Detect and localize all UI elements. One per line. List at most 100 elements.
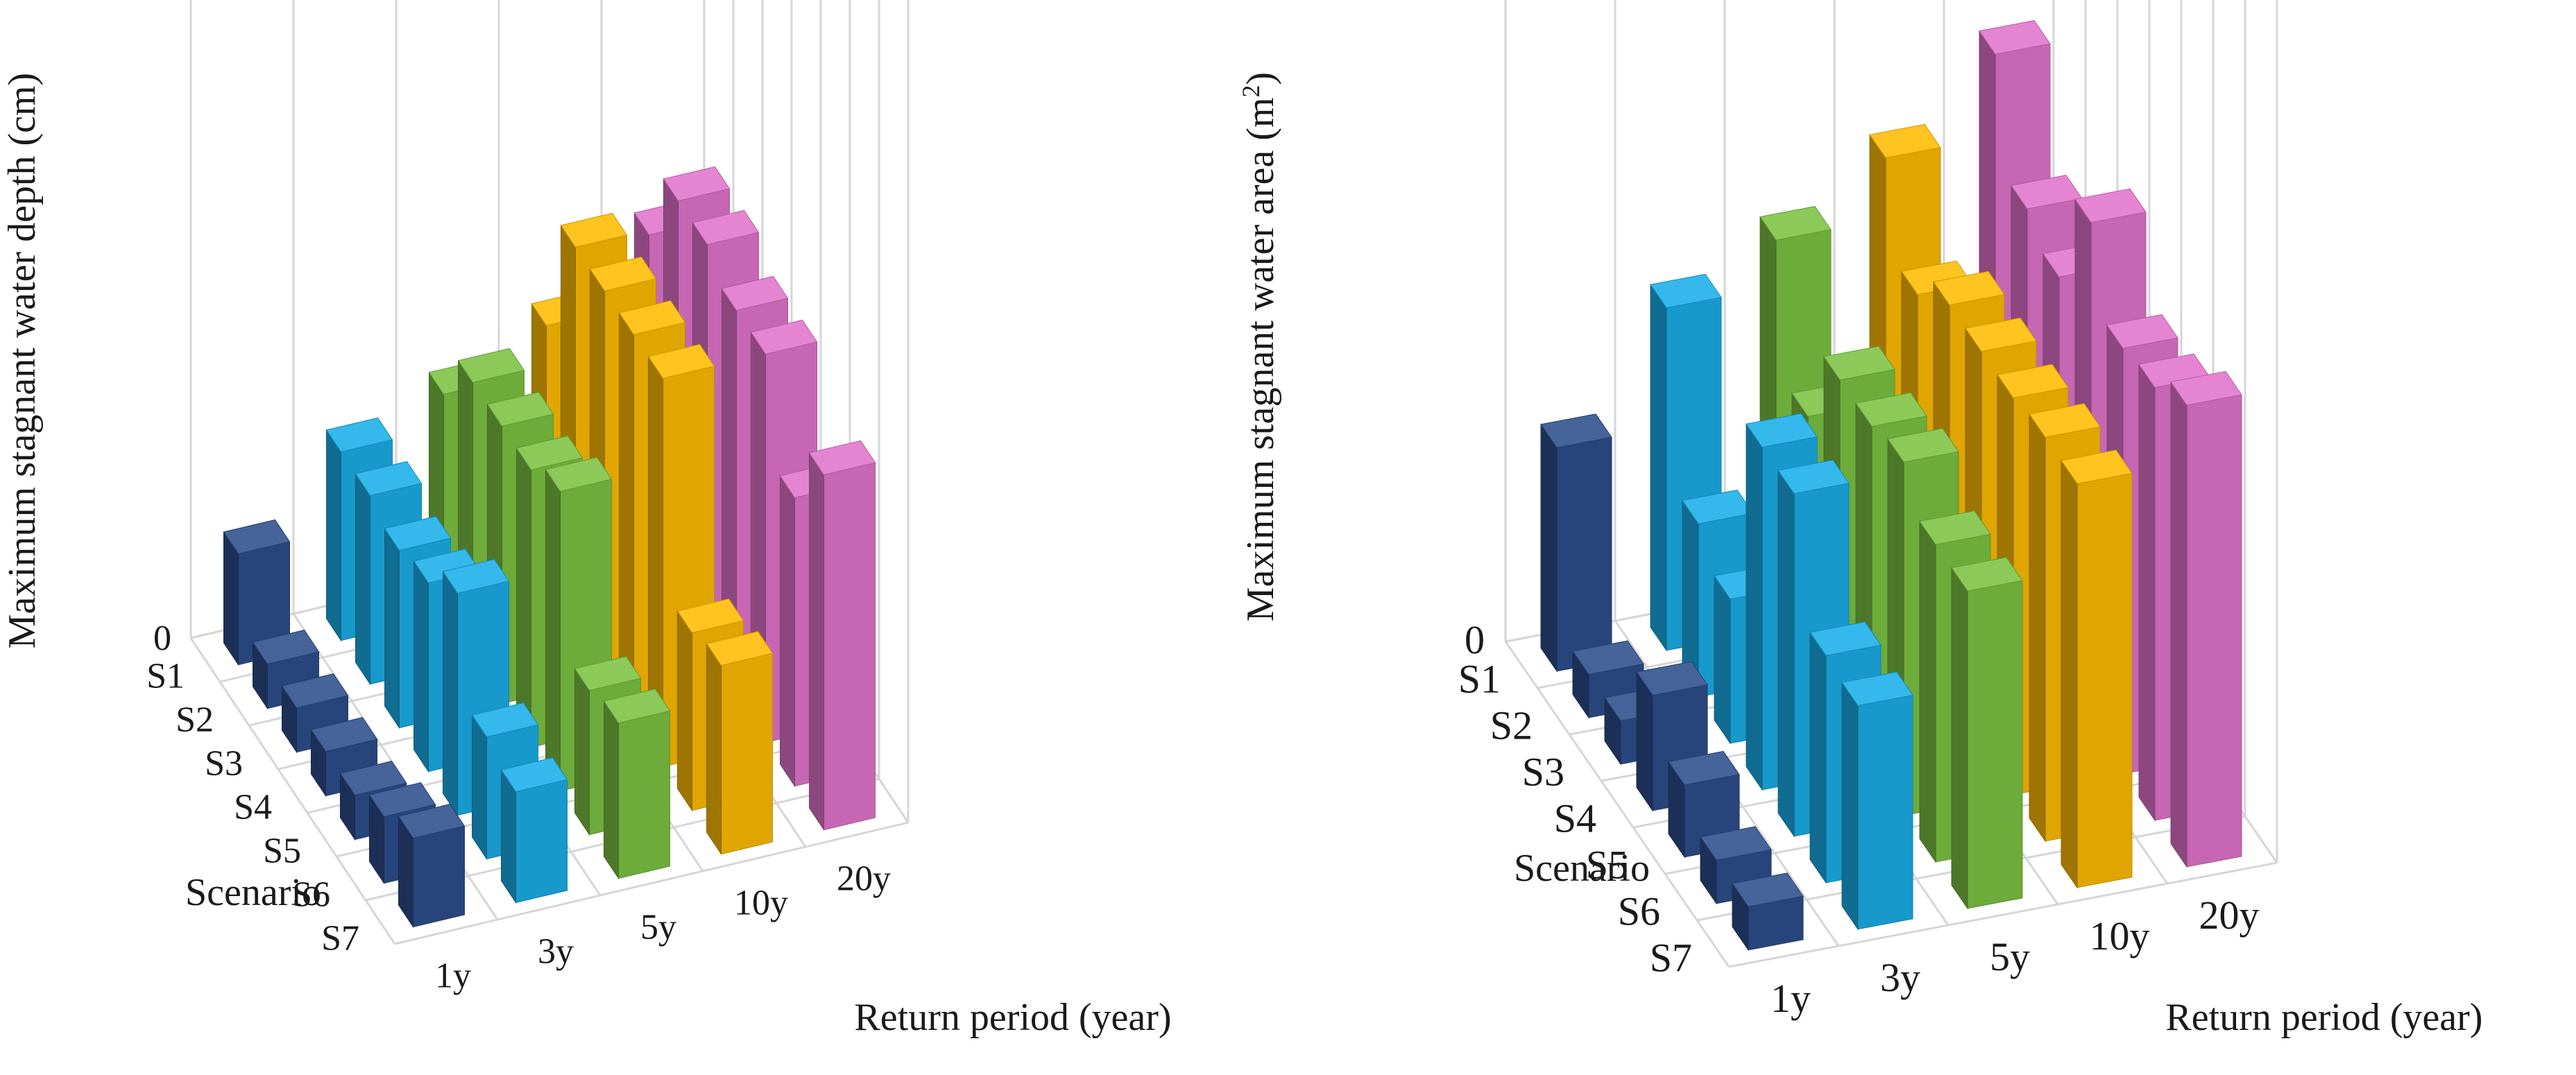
scenario-label: S6 bbox=[1618, 889, 1660, 934]
z-tick-label: 0 bbox=[153, 619, 171, 658]
bar-side-face bbox=[355, 472, 370, 686]
bar-front-face bbox=[824, 462, 876, 831]
x-axis-title: Return period (year) bbox=[854, 996, 1171, 1039]
bar-side-face bbox=[443, 570, 458, 817]
z-axis-title-main: Maximum stagnant water area (m bbox=[1239, 97, 1282, 621]
bar-side-face bbox=[1540, 423, 1558, 673]
return-period-label: 20y bbox=[2199, 893, 2260, 938]
bar-top-face bbox=[1823, 345, 1895, 381]
bar-top-face bbox=[589, 256, 657, 292]
bar-top-face bbox=[1540, 413, 1612, 448]
bar-side-face bbox=[326, 429, 341, 642]
bar bbox=[1732, 872, 1804, 952]
bar-top-face bbox=[1759, 206, 1832, 241]
bar-front-face bbox=[2076, 472, 2133, 888]
return-period-label: 5y bbox=[1990, 934, 2030, 979]
scenario-label: S3 bbox=[205, 744, 243, 784]
z-axis-title: Maximum stagnant water area (m2) bbox=[1237, 72, 1282, 621]
bar-top-face bbox=[281, 673, 349, 709]
bar-top-face bbox=[1700, 826, 1772, 861]
bar-top-face bbox=[2061, 449, 2133, 484]
bar-top-face bbox=[2106, 314, 2178, 349]
bar-top-face bbox=[1965, 317, 2037, 352]
bar-front-face bbox=[413, 825, 465, 928]
bar-side-face bbox=[516, 447, 531, 749]
bar-front-face bbox=[1556, 436, 1612, 672]
bar-side-face bbox=[1809, 631, 1827, 884]
bar-front-face bbox=[1967, 580, 2023, 909]
return-period-label: 20y bbox=[837, 859, 891, 899]
bar-front-face bbox=[515, 779, 568, 904]
return-period-label: 10y bbox=[2090, 913, 2150, 958]
bar-top-face bbox=[486, 391, 554, 427]
bar-side-face bbox=[2138, 363, 2156, 822]
area-chart-panel: 030,00060,00090,000120,000150,000S1S2S3S… bbox=[1237, 0, 2483, 1039]
bar-top-face bbox=[706, 630, 774, 666]
bar-side-face bbox=[1714, 574, 1731, 745]
scenario-label: S4 bbox=[1554, 796, 1596, 841]
bar bbox=[500, 757, 568, 904]
bar-top-face bbox=[1997, 363, 2069, 399]
bar-side-face bbox=[780, 474, 795, 788]
bar-top-face bbox=[1855, 392, 1927, 427]
bar-top-face bbox=[545, 456, 613, 492]
bar-top-face bbox=[1919, 510, 1991, 545]
bar-top-face bbox=[1777, 459, 1850, 495]
bar-side-face bbox=[2061, 459, 2078, 889]
bar bbox=[252, 629, 320, 710]
bar-top-face bbox=[647, 343, 715, 379]
bar-top-face bbox=[1979, 20, 2051, 55]
bar-front-face bbox=[1857, 694, 1913, 930]
bar-top-face bbox=[1668, 750, 1740, 786]
bar-top-face bbox=[1572, 640, 1644, 675]
return-period-label: 5y bbox=[640, 908, 676, 947]
bar-top-face bbox=[692, 209, 760, 246]
bar-top-face bbox=[384, 515, 452, 551]
return-period-label: 10y bbox=[734, 884, 788, 923]
bar-top-face bbox=[2074, 188, 2147, 223]
bar-side-face bbox=[545, 468, 561, 793]
bar-side-face bbox=[574, 667, 590, 836]
bar-side-face bbox=[706, 642, 722, 856]
bar-top-face bbox=[676, 598, 744, 634]
bar bbox=[603, 688, 671, 880]
bar-top-face bbox=[663, 166, 731, 202]
floor-gridline bbox=[1728, 861, 2278, 968]
z-axis-title-tail: ) bbox=[1239, 72, 1282, 85]
return-period-label: 1y bbox=[1771, 976, 1811, 1021]
bar-front-face bbox=[721, 653, 773, 855]
bar-side-face bbox=[1636, 671, 1653, 812]
bar-top-face bbox=[574, 655, 642, 691]
bar-side-face bbox=[472, 714, 487, 861]
bar-top-face bbox=[560, 212, 628, 248]
bar-top-face bbox=[471, 702, 539, 738]
bar-top-face bbox=[1841, 671, 1913, 706]
scenario-label: S4 bbox=[234, 788, 272, 827]
bar-top-face bbox=[457, 347, 525, 384]
bar-top-face bbox=[808, 440, 876, 476]
bar-top-face bbox=[310, 716, 378, 752]
bar-top-face bbox=[1746, 413, 1818, 448]
floor-gridline bbox=[394, 821, 909, 945]
scenario-label: S7 bbox=[1650, 936, 1692, 981]
bar-top-face bbox=[500, 757, 568, 793]
bar-top-face bbox=[355, 461, 423, 497]
scenario-label: S1 bbox=[1458, 657, 1501, 702]
z-tick-label: 0 bbox=[1465, 617, 1485, 662]
scenario-label: S2 bbox=[1490, 703, 1533, 748]
floor-gridline bbox=[189, 637, 396, 945]
scenario-label: S1 bbox=[146, 657, 185, 696]
bar-front-face bbox=[618, 710, 670, 879]
bar-top-face bbox=[2029, 403, 2101, 438]
y-axis-title: Scenario bbox=[1514, 847, 1650, 890]
bar-top-face bbox=[1650, 273, 1722, 309]
bar bbox=[706, 630, 774, 856]
bar-top-face bbox=[515, 435, 583, 471]
bar-side-face bbox=[384, 527, 400, 730]
bar-side-face bbox=[809, 452, 824, 832]
bar-top-face bbox=[339, 760, 407, 796]
bar-front-face bbox=[2186, 394, 2242, 868]
bar-side-face bbox=[1777, 469, 1795, 838]
bar bbox=[2061, 449, 2133, 889]
